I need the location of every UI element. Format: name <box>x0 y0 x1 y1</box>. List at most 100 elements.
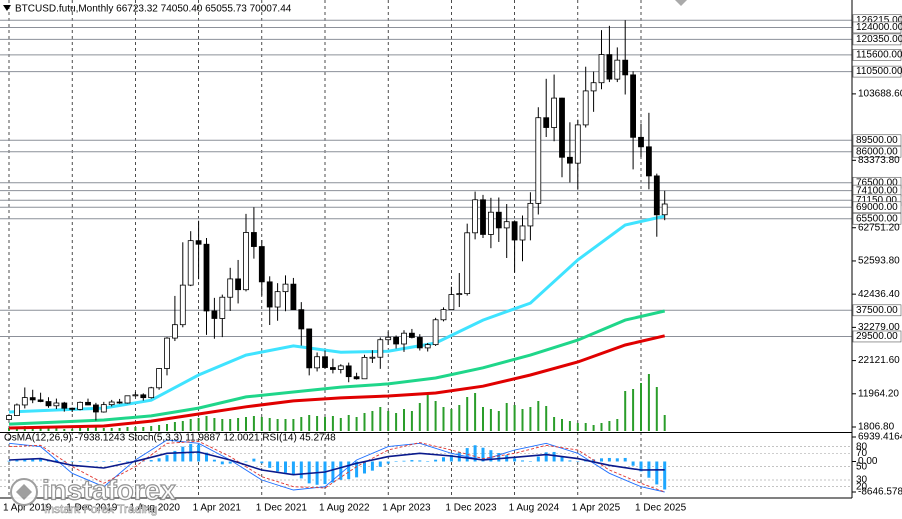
candle-body <box>353 376 360 380</box>
osma-bar <box>544 452 548 462</box>
candle-body <box>124 395 131 404</box>
level-label: 76500.00 <box>856 177 898 188</box>
volume-bar <box>71 429 74 431</box>
candle-body <box>93 404 99 413</box>
candle-body <box>69 407 76 410</box>
candle-body <box>219 296 226 319</box>
osma-bar <box>536 456 540 462</box>
candle-body <box>614 59 621 80</box>
volume-bar <box>513 405 516 431</box>
osma-bar <box>31 458 35 462</box>
candle-body <box>401 332 407 345</box>
level-label-box <box>852 65 902 78</box>
x-tick-label: 1 Aug 2022 <box>319 503 370 514</box>
osma-bar <box>370 461 374 471</box>
osma-bar <box>552 451 556 462</box>
candle-body <box>306 328 313 369</box>
x-tick-label: 1 Aug 2024 <box>509 503 560 514</box>
volume-bar <box>379 407 382 431</box>
candle-body <box>164 337 170 369</box>
osma-bar <box>600 458 603 462</box>
volume-bar <box>647 374 650 431</box>
osma-bar <box>276 461 280 472</box>
volume-bar <box>47 428 50 431</box>
candle-body <box>187 240 194 286</box>
osma-bar <box>402 460 406 462</box>
y-tick-label: -8646.5786 <box>858 487 902 498</box>
x-tick-label: 1 Apr 2025 <box>572 503 621 514</box>
osma-bar <box>244 461 248 463</box>
candle-body <box>100 404 107 413</box>
volume-bar <box>324 417 326 431</box>
candle-body <box>361 356 368 380</box>
candle-body <box>646 146 652 177</box>
candle-body <box>408 332 415 338</box>
menu-icon[interactable] <box>3 5 11 11</box>
volume-bar <box>482 407 484 431</box>
volume-bar <box>213 418 216 431</box>
candle-body <box>314 356 321 369</box>
candle-body <box>266 281 273 308</box>
candle-body <box>369 356 376 359</box>
y2-tick-label: 20 <box>856 481 868 492</box>
level-label: 69000.00 <box>856 202 898 213</box>
osma-bar <box>465 448 469 462</box>
osma-bar <box>268 461 272 468</box>
osma-bar <box>497 453 501 462</box>
y2-tick-label: 50 <box>856 461 868 472</box>
osma-bar <box>181 446 185 462</box>
candle-body <box>495 211 502 229</box>
level-label: 89500.00 <box>856 135 898 146</box>
volume-bar <box>189 419 192 431</box>
candle-body <box>567 156 573 164</box>
candle-body <box>258 246 265 283</box>
osma-bar <box>157 458 161 462</box>
osma-bar <box>355 461 359 478</box>
level-label: 115600.00 <box>856 50 902 61</box>
osma-bar <box>70 461 74 462</box>
level-label: 86000.00 <box>856 146 898 157</box>
osma-bar <box>252 458 256 462</box>
osma-bar <box>39 459 43 462</box>
volume-bar <box>521 409 524 431</box>
candle-body <box>559 97 565 158</box>
candle-body <box>424 344 431 349</box>
candle-body <box>448 294 455 311</box>
level-label: 126215.00 <box>856 15 902 26</box>
level-label: 65500.00 <box>856 213 898 224</box>
candle-body <box>551 97 557 128</box>
candle-body <box>148 387 155 399</box>
osma-bar <box>205 452 208 462</box>
candle-body <box>85 401 91 406</box>
volume-bar <box>584 423 587 431</box>
x-tick-label: 1 Dec 2019 <box>66 503 118 514</box>
osma-bar <box>623 457 627 462</box>
volume-bar <box>237 418 240 431</box>
volume-bar <box>339 418 342 431</box>
volume-bar <box>489 409 492 431</box>
level-label-box <box>852 330 902 343</box>
y-tick-label: 83373.80 <box>858 155 900 166</box>
candle-body <box>574 124 581 164</box>
candle-body <box>582 90 589 126</box>
volume-bar <box>568 421 571 431</box>
volume-bar <box>347 415 350 431</box>
candle-body <box>132 394 139 397</box>
volume-bar <box>276 419 279 431</box>
osma-bar <box>78 461 82 462</box>
volume-bar <box>426 393 429 431</box>
osma-bar <box>23 459 27 462</box>
candle-body <box>211 310 218 319</box>
volume-bar <box>331 416 334 431</box>
osma-bar <box>576 461 580 462</box>
volume-bar <box>553 417 556 431</box>
volume-bar <box>205 416 208 431</box>
volume-bar <box>268 418 271 431</box>
candle-body <box>456 293 463 296</box>
volume-bar <box>600 423 603 431</box>
volume-bar <box>592 425 595 431</box>
volume-bar <box>260 417 263 431</box>
candle-body <box>511 221 518 241</box>
osma-bar <box>299 461 303 479</box>
volume-bar <box>118 428 121 431</box>
